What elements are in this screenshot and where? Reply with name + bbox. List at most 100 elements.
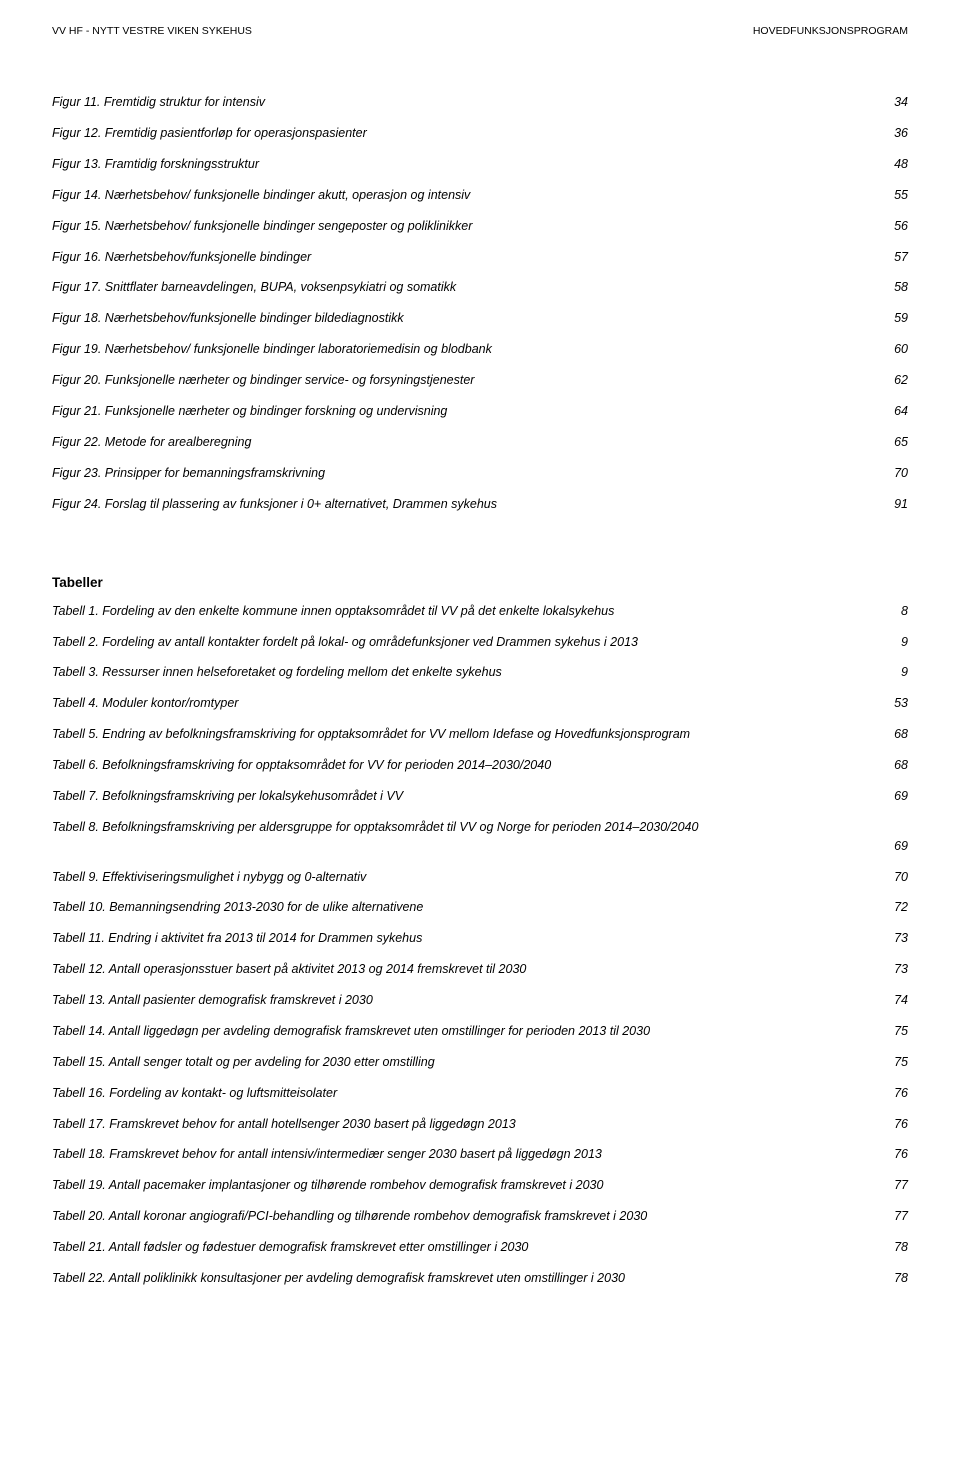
tables-page: 9	[880, 634, 908, 651]
figures-label: Figur 14. Nærhetsbehov/ funksjonelle bin…	[52, 187, 880, 204]
tables-page: 72	[880, 899, 908, 916]
tables-entry: Tabell 20. Antall koronar angiografi/PCI…	[52, 1208, 908, 1225]
tables-label: Tabell 12. Antall operasjonsstuer basert…	[52, 961, 880, 978]
figures-page: 48	[880, 156, 908, 173]
figures-label: Figur 16. Nærhetsbehov/funksjonelle bind…	[52, 249, 880, 266]
figures-entry: Figur 19. Nærhetsbehov/ funksjonelle bin…	[52, 341, 908, 358]
figures-label: Figur 13. Framtidig forskningsstruktur	[52, 156, 880, 173]
header-left: VV HF - NYTT VESTRE VIKEN SYKEHUS	[52, 24, 252, 38]
tables-label: Tabell 13. Antall pasienter demografisk …	[52, 992, 880, 1009]
tables-page: 73	[880, 930, 908, 947]
figures-page: 62	[880, 372, 908, 389]
tables-page: 68	[880, 757, 908, 774]
tables-entry: Tabell 6. Befolkningsframskriving for op…	[52, 757, 908, 774]
tables-label: Tabell 3. Ressurser innen helseforetaket…	[52, 664, 880, 681]
tables-page: 69	[880, 838, 908, 855]
tables-page: 77	[880, 1208, 908, 1225]
document-page: VV HF - NYTT VESTRE VIKEN SYKEHUS HOVEDF…	[0, 0, 960, 1341]
tables-page: 75	[880, 1054, 908, 1071]
tables-label: Tabell 18. Framskrevet behov for antall …	[52, 1146, 880, 1163]
tables-entry: Tabell 3. Ressurser innen helseforetaket…	[52, 664, 908, 681]
figures-label: Figur 24. Forslag til plassering av funk…	[52, 496, 880, 513]
figures-entry: Figur 24. Forslag til plassering av funk…	[52, 496, 908, 513]
tables-page: 76	[880, 1116, 908, 1133]
tables-label: Tabell 17. Framskrevet behov for antall …	[52, 1116, 880, 1133]
figures-page: 64	[880, 403, 908, 420]
figures-label: Figur 22. Metode for arealberegning	[52, 434, 880, 451]
figures-page: 59	[880, 310, 908, 327]
tables-label: Tabell 1. Fordeling av den enkelte kommu…	[52, 603, 880, 620]
tables-entry: Tabell 15. Antall senger totalt og per a…	[52, 1054, 908, 1071]
figures-label: Figur 11. Fremtidig struktur for intensi…	[52, 94, 880, 111]
header-right: HOVEDFUNKSJONSPROGRAM	[753, 24, 908, 38]
tables-entry: Tabell 11. Endring i aktivitet fra 2013 …	[52, 930, 908, 947]
tables-page: 69	[880, 788, 908, 805]
figures-page: 65	[880, 434, 908, 451]
tables-page: 9	[880, 664, 908, 681]
tables-label: Tabell 22. Antall poliklinikk konsultasj…	[52, 1270, 880, 1287]
tables-label: Tabell 7. Befolkningsframskriving per lo…	[52, 788, 880, 805]
tables-label: Tabell 5. Endring av befolkningsframskri…	[52, 726, 880, 743]
figures-page: 36	[880, 125, 908, 142]
tables-entry: Tabell 12. Antall operasjonsstuer basert…	[52, 961, 908, 978]
tables-entry: Tabell 13. Antall pasienter demografisk …	[52, 992, 908, 1009]
tables-label: Tabell 10. Bemanningsendring 2013-2030 f…	[52, 899, 880, 916]
tables-label: Tabell 2. Fordeling av antall kontakter …	[52, 634, 880, 651]
tables-entry: Tabell 14. Antall liggedøgn per avdeling…	[52, 1023, 908, 1040]
tables-entry: Tabell 16. Fordeling av kontakt- og luft…	[52, 1085, 908, 1102]
figures-entry: Figur 16. Nærhetsbehov/funksjonelle bind…	[52, 249, 908, 266]
figures-label: Figur 18. Nærhetsbehov/funksjonelle bind…	[52, 310, 880, 327]
tables-list: Tabell 1. Fordeling av den enkelte kommu…	[52, 603, 908, 1287]
figures-page: 57	[880, 249, 908, 266]
figures-label: Figur 23. Prinsipper for bemanningsframs…	[52, 465, 880, 482]
figures-page: 34	[880, 94, 908, 111]
tables-label: Tabell 6. Befolkningsframskriving for op…	[52, 757, 880, 774]
tables-entry: Tabell 19. Antall pacemaker implantasjon…	[52, 1177, 908, 1194]
tables-entry: Tabell 7. Befolkningsframskriving per lo…	[52, 788, 908, 805]
figures-page: 58	[880, 279, 908, 296]
tables-page: 75	[880, 1023, 908, 1040]
figures-entry: Figur 18. Nærhetsbehov/funksjonelle bind…	[52, 310, 908, 327]
tables-label: Tabell 8. Befolkningsframskriving per al…	[52, 819, 908, 836]
tables-page: 70	[880, 869, 908, 886]
figures-entry: Figur 21. Funksjonelle nærheter og bindi…	[52, 403, 908, 420]
figures-page: 55	[880, 187, 908, 204]
figures-entry: Figur 20. Funksjonelle nærheter og bindi…	[52, 372, 908, 389]
figures-entry: Figur 17. Snittflater barneavdelingen, B…	[52, 279, 908, 296]
tables-label: Tabell 11. Endring i aktivitet fra 2013 …	[52, 930, 880, 947]
tables-entry: Tabell 2. Fordeling av antall kontakter …	[52, 634, 908, 651]
figures-page: 56	[880, 218, 908, 235]
tables-entry: Tabell 8. Befolkningsframskriving per al…	[52, 819, 908, 855]
tables-page: 8	[880, 603, 908, 620]
figures-label: Figur 12. Fremtidig pasientforløp for op…	[52, 125, 880, 142]
tables-label: Tabell 21. Antall fødsler og fødestuer d…	[52, 1239, 880, 1256]
tables-label: Tabell 14. Antall liggedøgn per avdeling…	[52, 1023, 880, 1040]
figures-entry: Figur 11. Fremtidig struktur for intensi…	[52, 94, 908, 111]
tables-label: Tabell 19. Antall pacemaker implantasjon…	[52, 1177, 880, 1194]
tables-entry: Tabell 9. Effektiviseringsmulighet i nyb…	[52, 869, 908, 886]
figures-entry: Figur 13. Framtidig forskningsstruktur48	[52, 156, 908, 173]
tables-entry: Tabell 22. Antall poliklinikk konsultasj…	[52, 1270, 908, 1287]
tables-entry: Tabell 10. Bemanningsendring 2013-2030 f…	[52, 899, 908, 916]
tables-page: 76	[880, 1085, 908, 1102]
tables-entry: Tabell 1. Fordeling av den enkelte kommu…	[52, 603, 908, 620]
figures-entry: Figur 23. Prinsipper for bemanningsframs…	[52, 465, 908, 482]
tables-page: 74	[880, 992, 908, 1009]
tables-page: 76	[880, 1146, 908, 1163]
tables-label: Tabell 4. Moduler kontor/romtyper	[52, 695, 880, 712]
figures-list: Figur 11. Fremtidig struktur for intensi…	[52, 94, 908, 512]
tables-entry: Tabell 5. Endring av befolkningsframskri…	[52, 726, 908, 743]
tables-entry: Tabell 17. Framskrevet behov for antall …	[52, 1116, 908, 1133]
figures-entry: Figur 14. Nærhetsbehov/ funksjonelle bin…	[52, 187, 908, 204]
tables-page: 78	[880, 1270, 908, 1287]
tables-page: 68	[880, 726, 908, 743]
tables-page: 73	[880, 961, 908, 978]
tables-label: Tabell 15. Antall senger totalt og per a…	[52, 1054, 880, 1071]
figures-entry: Figur 15. Nærhetsbehov/ funksjonelle bin…	[52, 218, 908, 235]
tables-label: Tabell 16. Fordeling av kontakt- og luft…	[52, 1085, 880, 1102]
tables-entry: Tabell 18. Framskrevet behov for antall …	[52, 1146, 908, 1163]
tables-page: 78	[880, 1239, 908, 1256]
tables-entry: Tabell 4. Moduler kontor/romtyper53	[52, 695, 908, 712]
figures-entry: Figur 12. Fremtidig pasientforløp for op…	[52, 125, 908, 142]
tables-heading: Tabeller	[52, 574, 908, 592]
